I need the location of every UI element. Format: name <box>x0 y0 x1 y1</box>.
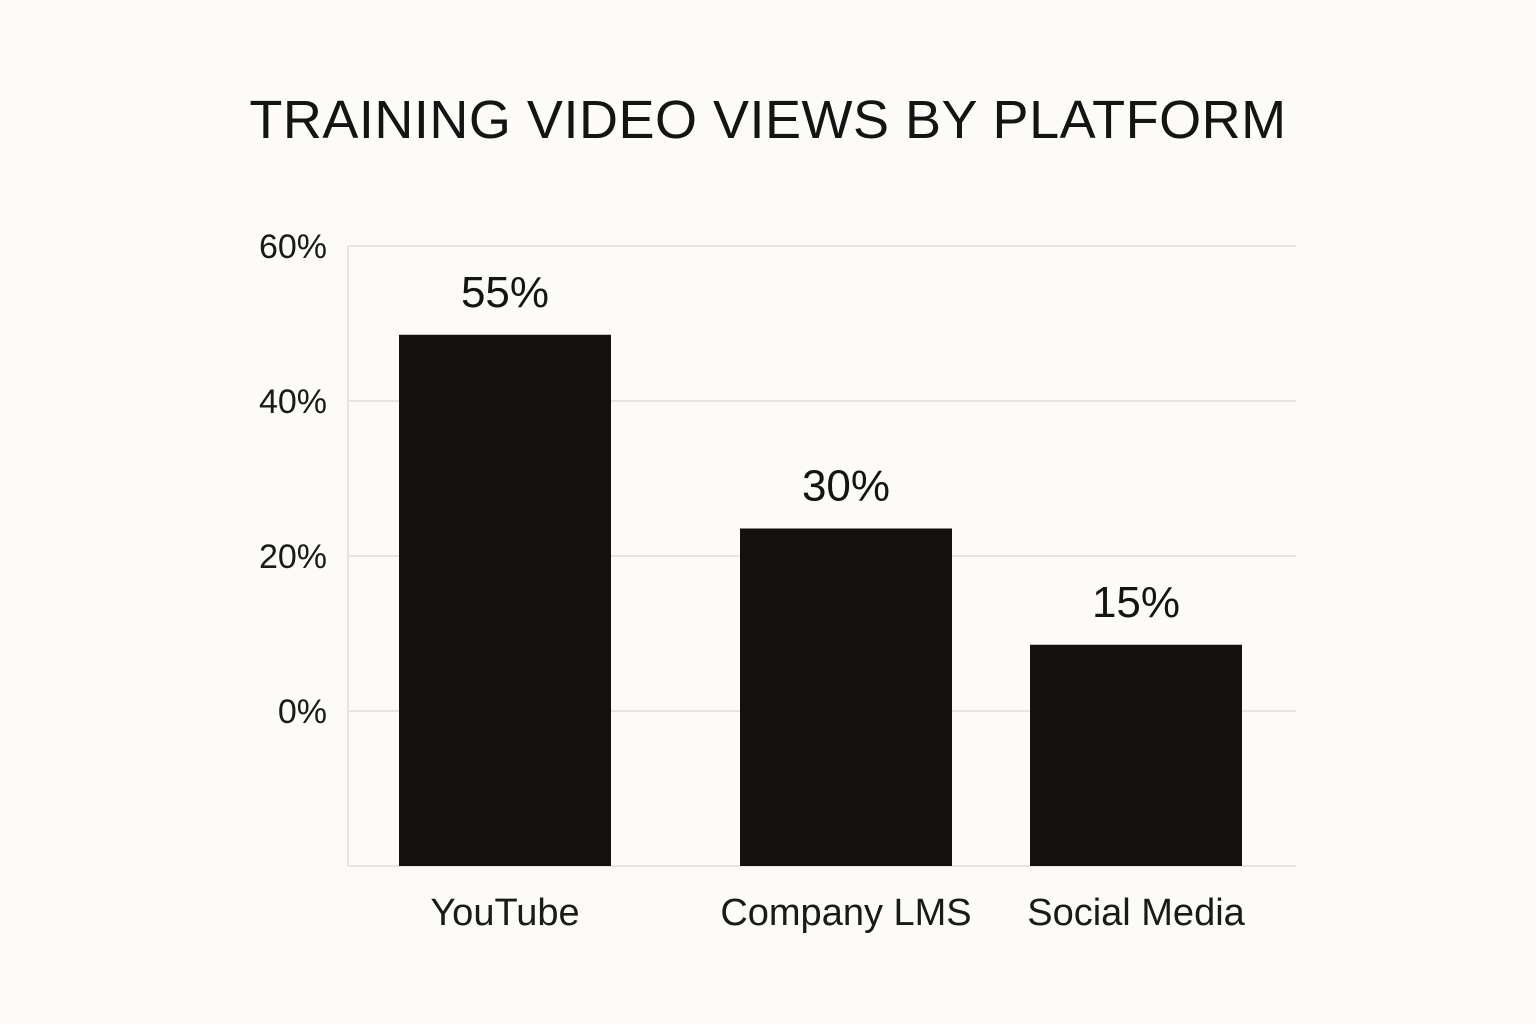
bar-company-lms <box>740 528 952 866</box>
data-label: 55% <box>461 268 549 317</box>
y-tick-label: 60% <box>259 228 327 266</box>
bars <box>399 334 1242 866</box>
x-category-label: Social Media <box>1027 892 1245 934</box>
y-tick-label: 20% <box>259 538 327 576</box>
labels: 0% 20% 40% 60% 55% YouTube 30% Company LMS 15% So… <box>259 228 1246 934</box>
y-tick-label: 0% <box>278 693 327 731</box>
bar-youtube <box>399 334 611 866</box>
x-category-label: YouTube <box>430 892 579 934</box>
data-label: 30% <box>802 462 890 511</box>
chart-title: TRAINING VIDEO VIEWS BY PLATFORM <box>249 90 1287 150</box>
x-category-label: Company LMS <box>720 892 971 934</box>
bar-social-media <box>1030 644 1242 866</box>
data-label: 15% <box>1092 578 1180 627</box>
y-tick-label: 40% <box>259 383 327 421</box>
